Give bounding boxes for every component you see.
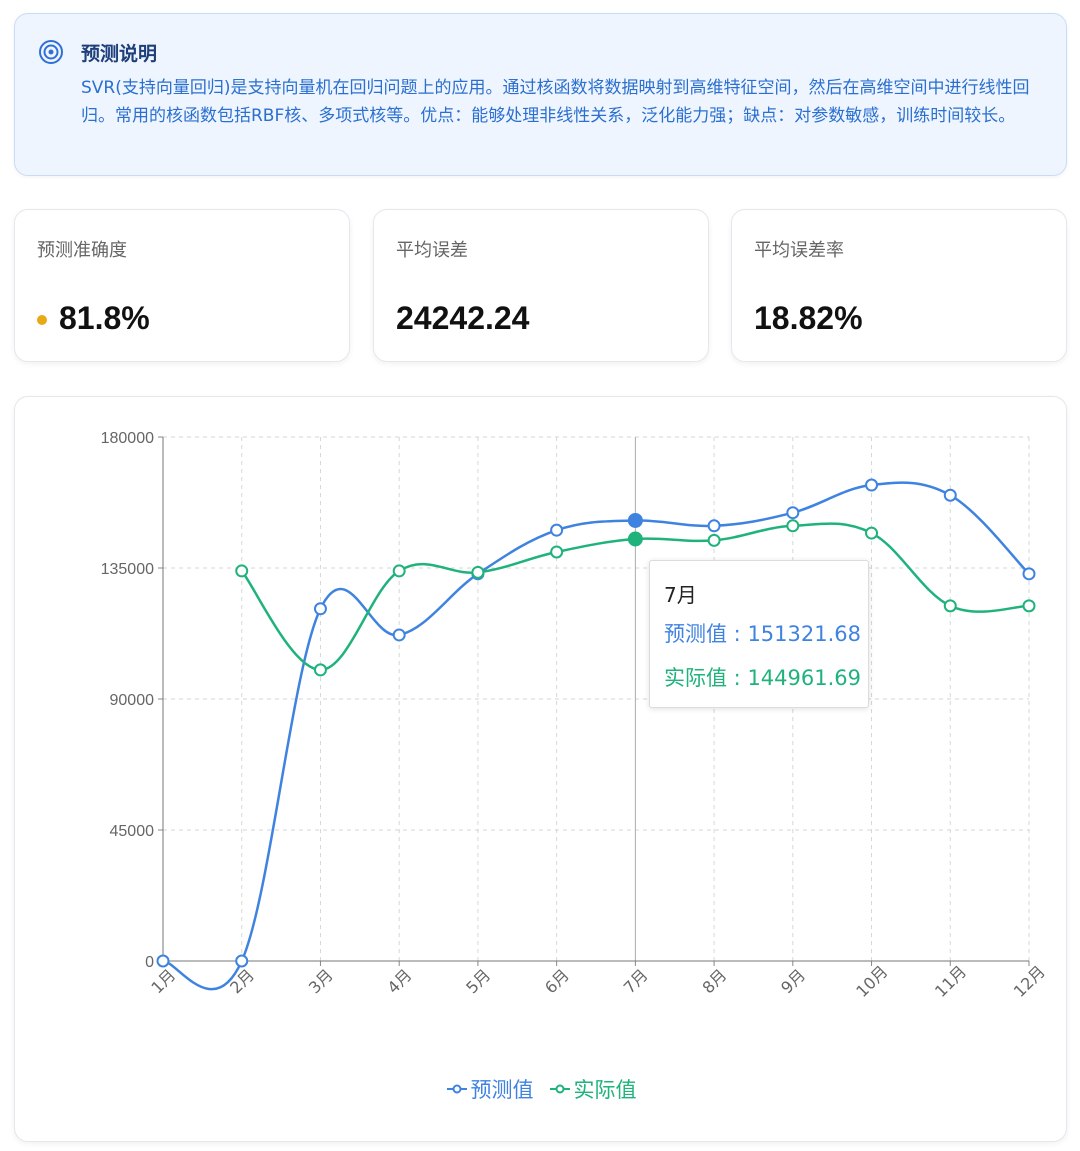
legend-item-predicted[interactable]: 预测值 xyxy=(446,1074,534,1104)
x-tick-label: 3月 xyxy=(305,965,337,997)
chart-tooltip: 7月 预测值 : 151321.68 实际值 : 144961.69 xyxy=(649,560,869,708)
data-point-predicted xyxy=(550,523,564,537)
metric-label: 平均误差 xyxy=(396,240,468,261)
series-line-actual xyxy=(240,522,1030,672)
metric-value: 24242.24 xyxy=(396,300,530,336)
prediction-description-card: 预测说明 SVR(支持向量回归)是支持向量机在回归问题上的应用。通过核函数将数据… xyxy=(14,13,1067,176)
data-point-predicted xyxy=(1022,567,1036,581)
data-point-actual xyxy=(392,564,406,578)
metric-card-accuracy: 预测准确度 81.8% xyxy=(14,209,350,362)
y-tick-label: 135000 xyxy=(101,561,154,578)
x-tick-label: 11月 xyxy=(931,962,970,1001)
status-dot xyxy=(37,315,47,325)
target-icon xyxy=(39,40,63,64)
tooltip-predicted: 预测值 : 151321.68 xyxy=(664,622,861,646)
metric-value: 18.82% xyxy=(754,300,863,336)
x-tick-label: 10月 xyxy=(852,962,891,1001)
legend-label: 预测值 xyxy=(470,1078,534,1102)
data-point-actual xyxy=(550,545,564,559)
x-tick-label: 6月 xyxy=(541,965,573,997)
tooltip-predicted-label: 预测值 xyxy=(664,622,727,646)
data-point-predicted xyxy=(156,954,170,968)
tooltip-actual: 实际值 : 144961.69 xyxy=(664,666,861,690)
x-tick-label: 4月 xyxy=(384,965,416,997)
y-tick-label: 45000 xyxy=(110,823,155,840)
x-tick-label: 5月 xyxy=(462,965,494,997)
metric-label: 预测准确度 xyxy=(37,240,127,261)
data-point-actual xyxy=(235,564,249,578)
description-text: SVR(支持向量回归)是支持向量机在回归问题上的应用。通过核函数将数据映射到高维… xyxy=(81,78,1030,126)
data-point-predicted xyxy=(627,512,643,528)
data-point-actual xyxy=(786,519,800,533)
data-point-predicted xyxy=(707,519,721,533)
chart-legend: 预测值 实际值 xyxy=(15,1073,1068,1105)
tooltip-actual-label: 实际值 xyxy=(664,666,727,690)
data-point-predicted xyxy=(786,506,800,520)
series-line-predicted xyxy=(162,481,1030,991)
tooltip-predicted-value: 151321.68 xyxy=(747,622,861,646)
description-title: 预测说明 xyxy=(81,43,158,65)
data-point-actual xyxy=(313,663,327,677)
data-point-predicted xyxy=(235,954,249,968)
legend-label: 实际值 xyxy=(573,1078,637,1102)
x-tick-label: 8月 xyxy=(698,965,730,997)
data-point-actual xyxy=(707,533,721,547)
metric-card-mean-error: 平均误差 24242.24 xyxy=(373,209,709,362)
data-point-predicted xyxy=(865,478,879,492)
x-tick-label: 12月 xyxy=(1010,962,1049,1001)
line-marker-icon xyxy=(549,1084,570,1094)
x-tick-label: 2月 xyxy=(226,965,258,997)
y-tick-label: 90000 xyxy=(110,692,155,709)
legend-item-actual[interactable]: 实际值 xyxy=(549,1074,637,1104)
tooltip-actual-value: 144961.69 xyxy=(747,666,861,690)
data-point-actual xyxy=(471,565,485,579)
metric-value: 81.8% xyxy=(59,300,150,336)
data-point-actual xyxy=(943,599,957,613)
metric-card-mean-error-rate: 平均误差率 18.82% xyxy=(731,209,1067,362)
data-point-predicted xyxy=(392,628,406,642)
data-point-actual xyxy=(627,531,643,547)
x-tick-label: 7月 xyxy=(620,965,652,997)
metric-label: 平均误差率 xyxy=(754,240,844,261)
chart-card: 0 45000 90000 135000 180000 1月 2月 3月 4月 5月 6月 7月 8月 9… xyxy=(14,396,1067,1142)
data-point-actual xyxy=(865,526,879,540)
tooltip-month: 7月 xyxy=(664,583,697,607)
x-tick-label: 9月 xyxy=(777,965,809,997)
y-tick-label: 180000 xyxy=(101,430,154,447)
line-marker-icon xyxy=(446,1084,467,1094)
data-point-predicted xyxy=(313,602,327,616)
y-tick-label: 0 xyxy=(145,954,154,971)
data-point-predicted xyxy=(943,488,957,502)
data-point-actual xyxy=(1022,599,1036,613)
